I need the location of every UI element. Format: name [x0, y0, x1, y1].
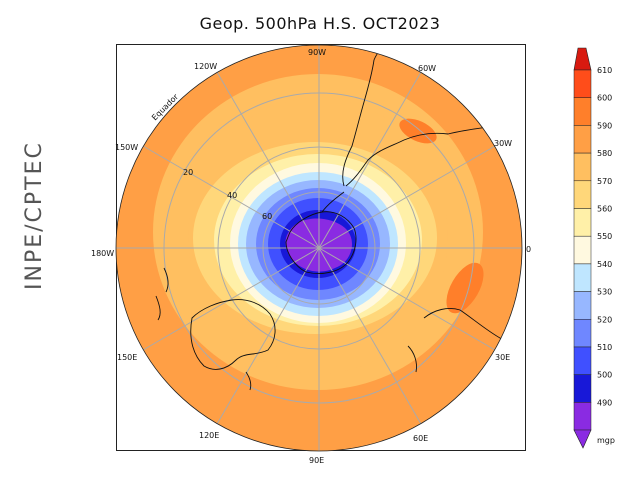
- meridian-30e: [318, 247, 496, 351]
- tasmania: [245, 371, 252, 391]
- colorbar-swatch: [573, 69, 592, 98]
- meridian-150e: [142, 247, 320, 351]
- label-90e: 90E: [309, 456, 324, 465]
- colorbar-tick-label: 600: [597, 94, 612, 103]
- new-zealand-north: [163, 267, 169, 293]
- map-boundary: [115, 44, 523, 452]
- colorbar-swatch: [573, 319, 592, 348]
- colorbar-tick-label: 520: [597, 315, 612, 324]
- meridian-120e: [216, 247, 320, 425]
- label-90w: 90W: [308, 48, 326, 57]
- colorbar-swatch: [573, 97, 592, 126]
- colorbar-bottom-arrow: [573, 429, 592, 449]
- graticule: [116, 45, 522, 451]
- antarctica-coast: [285, 211, 357, 274]
- label-150e: 150E: [117, 353, 137, 362]
- chart-title: Geop. 500hPa H.S. OCT2023: [199, 14, 441, 33]
- colorbar-swatch: [573, 180, 592, 209]
- colorbar-swatch: [573, 374, 592, 403]
- colorbar-tick-label: 560: [597, 205, 612, 214]
- label-lat-20: 20: [183, 168, 193, 177]
- meridian-60w: [318, 71, 422, 249]
- colorbar-swatch: [573, 346, 592, 375]
- colorbar-tick-label: 500: [597, 371, 612, 380]
- colorbar-tick-label: 580: [597, 149, 612, 158]
- colorbar-swatch: [573, 263, 592, 292]
- colorbar-unit: mgp: [597, 436, 615, 445]
- colorbar-swatch: [573, 152, 592, 182]
- meridian-60e: [318, 247, 422, 425]
- label-lat-60: 60: [262, 212, 272, 221]
- colorbar-swatch: [573, 208, 592, 237]
- antarctic-peninsula: [321, 191, 345, 213]
- new-zealand-south: [155, 295, 161, 321]
- colorbar-tick-label: 610: [597, 66, 612, 75]
- australia: [190, 299, 276, 370]
- label-60w: 60W: [418, 64, 436, 73]
- colorbar-swatch: [573, 402, 592, 431]
- colorbar-boxes: [573, 69, 592, 431]
- madagascar: [407, 345, 417, 373]
- colorbar-top-arrow: [573, 47, 592, 71]
- colorbar-tick-label: 530: [597, 288, 612, 297]
- colorbar-tick-label: 570: [597, 177, 612, 186]
- label-0: 0: [526, 245, 531, 254]
- label-30w: 30W: [494, 139, 512, 148]
- colorbar-swatch: [573, 235, 592, 265]
- contour-600-east: [446, 262, 484, 314]
- colorbar-swatch: [573, 291, 592, 320]
- meridian-150w: [142, 145, 320, 249]
- label-lat-40: 40: [227, 191, 237, 200]
- label-120e: 120E: [199, 431, 219, 440]
- label-30e: 30E: [495, 353, 510, 362]
- south-america-east: [345, 125, 497, 187]
- colorbar-tick-label: 510: [597, 343, 612, 352]
- colorbar-tick-label: 590: [597, 121, 612, 130]
- colorbar-tick-label: 540: [597, 260, 612, 269]
- label-180w: 180W: [91, 249, 114, 258]
- colorbar-tick-label: 550: [597, 232, 612, 241]
- meridian-30w: [318, 145, 496, 249]
- colorbar-tick-label: 490: [597, 398, 612, 407]
- label-120w: 120W: [194, 62, 217, 71]
- colorbar-labels: 610 600 590 580 570 560 550 540 530 520 510 500 490: [597, 66, 612, 407]
- meridian-120w: [216, 71, 320, 249]
- label-150w: 150W: [115, 143, 138, 152]
- colorbar-swatch: [573, 125, 592, 154]
- label-60e: 60E: [413, 434, 428, 443]
